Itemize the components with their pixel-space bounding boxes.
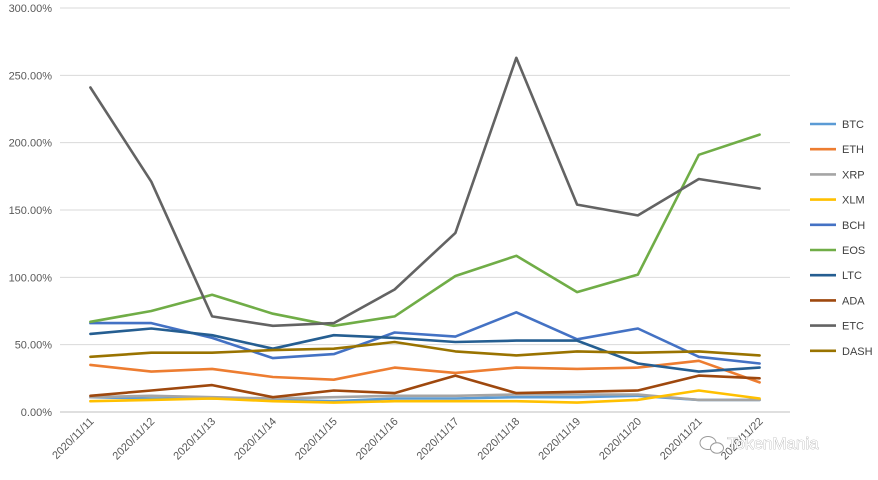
legend-label: DASH	[842, 346, 873, 358]
watermark: TokenMania	[699, 434, 820, 454]
gridlines	[60, 7, 790, 413]
legend-item-etc: ETC	[810, 321, 864, 333]
legend-label: ADA	[842, 295, 865, 307]
x-tick-label: 2020/11/13	[171, 416, 218, 463]
x-tick-label: 2020/11/18	[476, 416, 523, 463]
series-line-ada	[89, 374, 761, 399]
x-axis-tick-labels: 2020/11/11 2020/11/12 2020/11/13 2020/11/14…	[50, 416, 765, 463]
legend-item-xrp: XRP	[810, 169, 865, 181]
series-lines	[89, 56, 761, 404]
x-tick-label: 2020/11/15	[293, 416, 340, 463]
y-tick-label: 100.00%	[9, 272, 53, 284]
legend-label: BTC	[842, 119, 864, 131]
legend-item-eos: EOS	[810, 245, 865, 257]
x-tick-label: 2020/11/11	[50, 416, 96, 462]
legend-item-xlm: XLM	[810, 195, 865, 207]
y-tick-label: 200.00%	[9, 138, 53, 150]
series-line-bch	[89, 310, 761, 365]
legend-item-ada: ADA	[810, 295, 865, 307]
y-tick-label: 300.00%	[9, 3, 53, 15]
series-line-xlm	[89, 389, 761, 404]
legend-item-bch: BCH	[810, 220, 865, 232]
legend-label: LTC	[842, 270, 862, 282]
legend-item-dash: DASH	[810, 346, 873, 358]
x-tick-label: 2020/11/20	[597, 416, 644, 463]
x-tick-label: 2020/11/21	[658, 416, 705, 463]
y-tick-label: 50.00%	[15, 340, 53, 352]
series-line-eos	[89, 133, 761, 328]
legend-label: BCH	[842, 220, 865, 232]
series-line-dash	[89, 340, 761, 359]
y-axis-tick-labels: 0.00% 50.00% 100.00% 150.00% 200.00% 250.00% 3…	[9, 3, 53, 419]
legend-label: EOS	[842, 245, 865, 257]
wechat-icon	[699, 436, 724, 454]
x-tick-label: 2020/11/12	[111, 416, 158, 463]
legend: BTC ETH XRP XLM BCH EOS LTC ADA ETC DASH	[810, 119, 873, 358]
x-tick-label: 2020/11/14	[232, 416, 279, 463]
legend-item-ltc: LTC	[810, 270, 862, 282]
series-line-ltc	[89, 327, 761, 373]
series-line-eth	[89, 359, 761, 384]
legend-item-eth: ETH	[810, 144, 864, 156]
legend-label: XLM	[842, 195, 865, 207]
series-line-xrp	[89, 393, 761, 402]
watermark-text: TokenMania	[727, 434, 819, 453]
y-tick-label: 150.00%	[9, 205, 53, 217]
x-tick-label: 2020/11/17	[415, 416, 462, 463]
legend-label: ETH	[842, 144, 864, 156]
legend-item-btc: BTC	[810, 119, 864, 131]
series-line-etc	[89, 56, 761, 328]
y-tick-label: 250.00%	[9, 70, 53, 82]
legend-label: XRP	[842, 169, 865, 181]
x-tick-label: 2020/11/19	[536, 416, 583, 463]
x-tick-label: 2020/11/16	[354, 416, 401, 463]
y-tick-label: 0.00%	[21, 407, 52, 419]
legend-label: ETC	[842, 321, 864, 333]
